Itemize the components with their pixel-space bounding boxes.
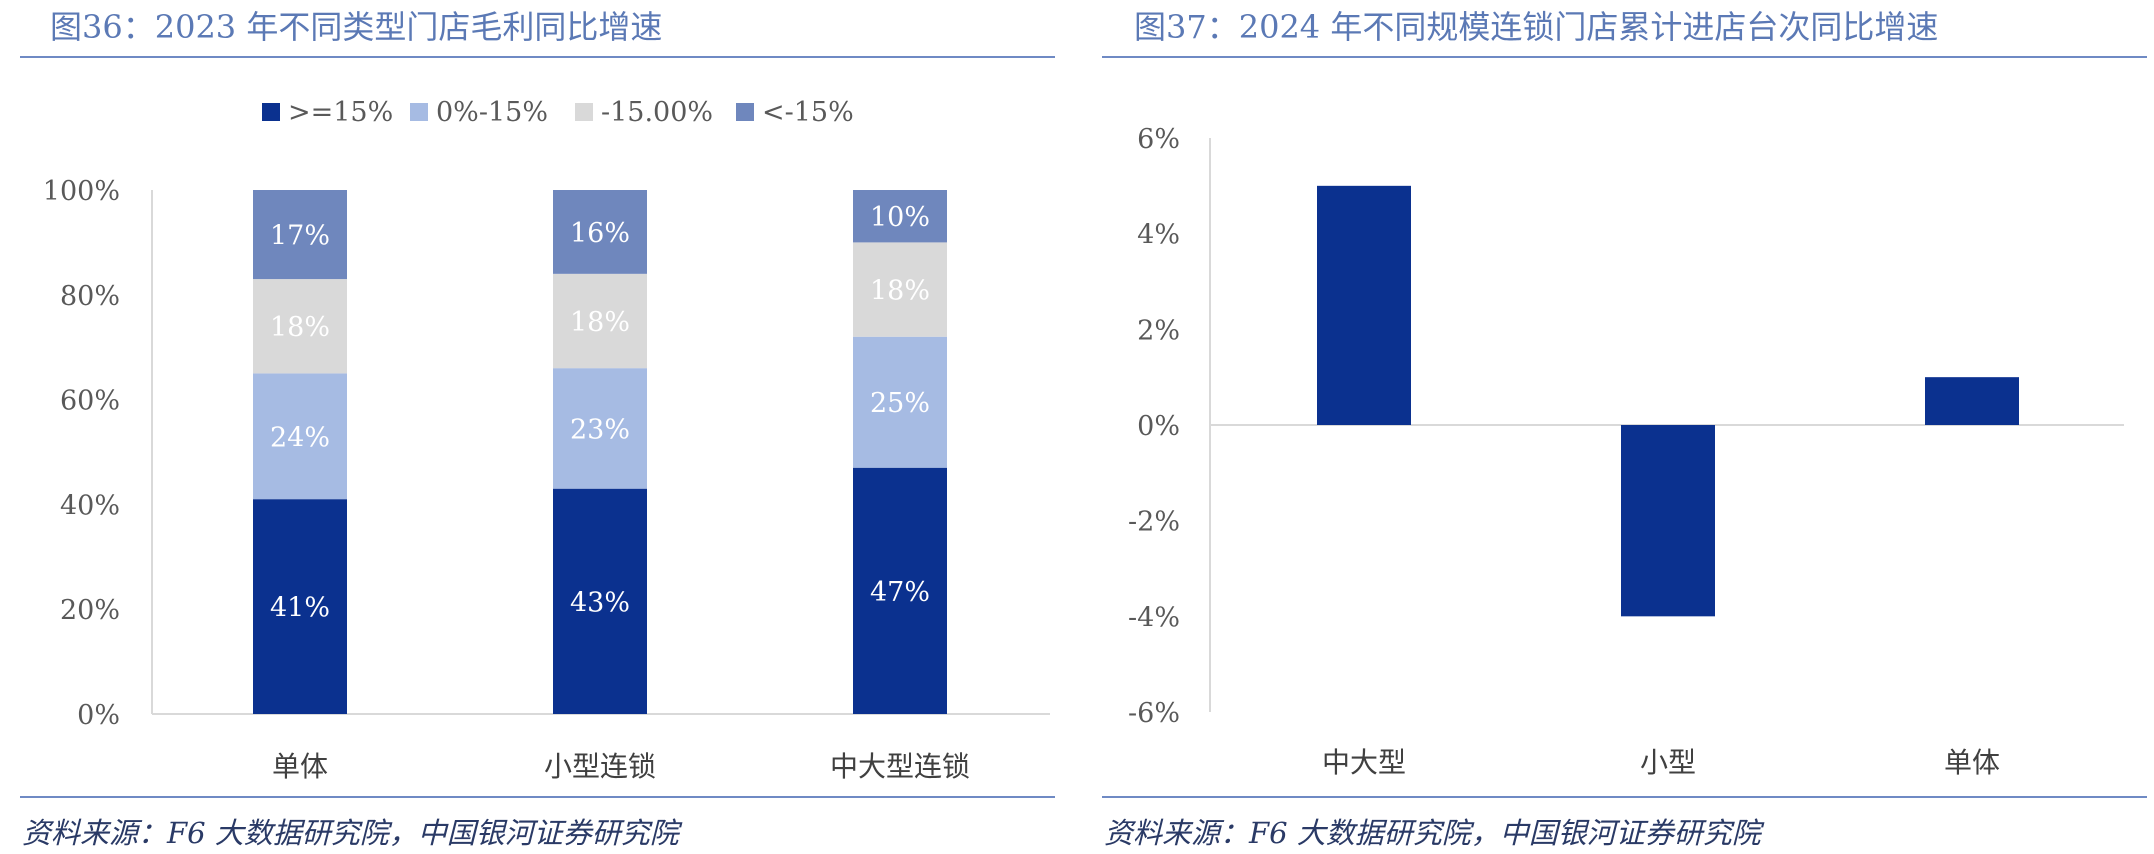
- y-tick-label: 0%: [1137, 411, 1180, 442]
- y-tick-label: -6%: [1128, 698, 1180, 729]
- x-category-label: 中大型: [1322, 746, 1406, 779]
- data-label: 17%: [270, 221, 330, 252]
- y-tick-label: 100%: [43, 176, 120, 207]
- bar-segment: [853, 190, 947, 243]
- right-figure-panel: 图37：2024 年不同规模连锁门店累计进店台次同比增速 -6% -4% -2% 0%…: [1102, 0, 2147, 854]
- bar-segment: [853, 467, 947, 714]
- bar-segment: [253, 499, 347, 714]
- x-category-label: 小型连锁: [544, 750, 656, 783]
- y-tick-label: 0%: [77, 700, 120, 731]
- data-label: 18%: [570, 307, 630, 338]
- right-title-rule: [1102, 56, 2147, 58]
- legend-swatch-2: [410, 103, 428, 121]
- x-category-label: 中大型连锁: [830, 750, 970, 783]
- data-label: 18%: [870, 276, 930, 307]
- data-label: 18%: [270, 312, 330, 343]
- y-tick-label: 4%: [1137, 220, 1180, 251]
- y-tick-label: 20%: [60, 595, 120, 626]
- bar-segment: [253, 279, 347, 374]
- legend-label-3: -15.00%: [601, 97, 713, 128]
- legend-label-1: >=15%: [288, 97, 393, 128]
- data-label: 41%: [270, 593, 330, 624]
- legend-swatch-3: [575, 103, 593, 121]
- data-label: 10%: [870, 202, 930, 233]
- left-source-note: 资料来源：F6 大数据研究院，中国银河证券研究院: [22, 816, 679, 850]
- x-category-label: 单体: [272, 750, 328, 783]
- bar-segment: [253, 190, 347, 280]
- bar-segment: [553, 488, 647, 714]
- legend-label-2: 0%-15%: [436, 97, 548, 128]
- bar: [1621, 425, 1715, 617]
- bar: [1317, 185, 1411, 425]
- legend-label-4: <-15%: [762, 97, 854, 128]
- y-tick-label: 80%: [60, 281, 120, 312]
- data-label: 23%: [570, 414, 630, 445]
- bar-segment: [853, 242, 947, 337]
- y-tick-label: 2%: [1137, 315, 1180, 346]
- y-tick-label: 60%: [60, 386, 120, 417]
- bar: [1925, 377, 2019, 425]
- x-category-label: 小型: [1640, 746, 1696, 779]
- data-label: 16%: [570, 218, 630, 249]
- bar-segment: [553, 273, 647, 369]
- left-source-rule: [20, 796, 1055, 798]
- data-label: 25%: [870, 388, 930, 419]
- y-tick-label: 6%: [1137, 124, 1180, 155]
- bar-segment: [853, 336, 947, 468]
- left-figure-panel: 图36：2023 年不同类型门店毛利同比增速 >=15% 0%-15% -15.00…: [20, 0, 1055, 854]
- legend-swatch-1: [262, 103, 280, 121]
- data-label: 43%: [570, 587, 630, 618]
- right-bar-chart: -6% -4% -2% 0% 2% 4% 6% 中大型 小型 单体: [1128, 124, 2124, 779]
- y-tick-label: -2%: [1128, 507, 1180, 538]
- bar-segment: [253, 373, 347, 500]
- bar-segment: [553, 190, 647, 274]
- right-source-note: 资料来源：F6 大数据研究院，中国银河证券研究院: [1104, 816, 1761, 850]
- right-figure-title: 图37：2024 年不同规模连锁门店累计进店台次同比增速: [1134, 8, 1939, 46]
- x-category-label: 单体: [1944, 746, 2000, 779]
- left-stacked-bar-chart: >=15% 0%-15% -15.00% <-15% 0% 20% 40% 60% 80% 100…: [43, 97, 1050, 783]
- left-figure-title: 图36：2023 年不同类型门店毛利同比增速: [50, 8, 663, 46]
- legend-swatch-4: [736, 103, 754, 121]
- data-label: 24%: [270, 422, 330, 453]
- data-label: 47%: [870, 577, 930, 608]
- y-tick-label: 40%: [60, 490, 120, 521]
- y-tick-label: -4%: [1128, 602, 1180, 633]
- bar-segment: [553, 368, 647, 489]
- left-title-rule: [20, 56, 1055, 58]
- right-source-rule: [1102, 796, 2147, 798]
